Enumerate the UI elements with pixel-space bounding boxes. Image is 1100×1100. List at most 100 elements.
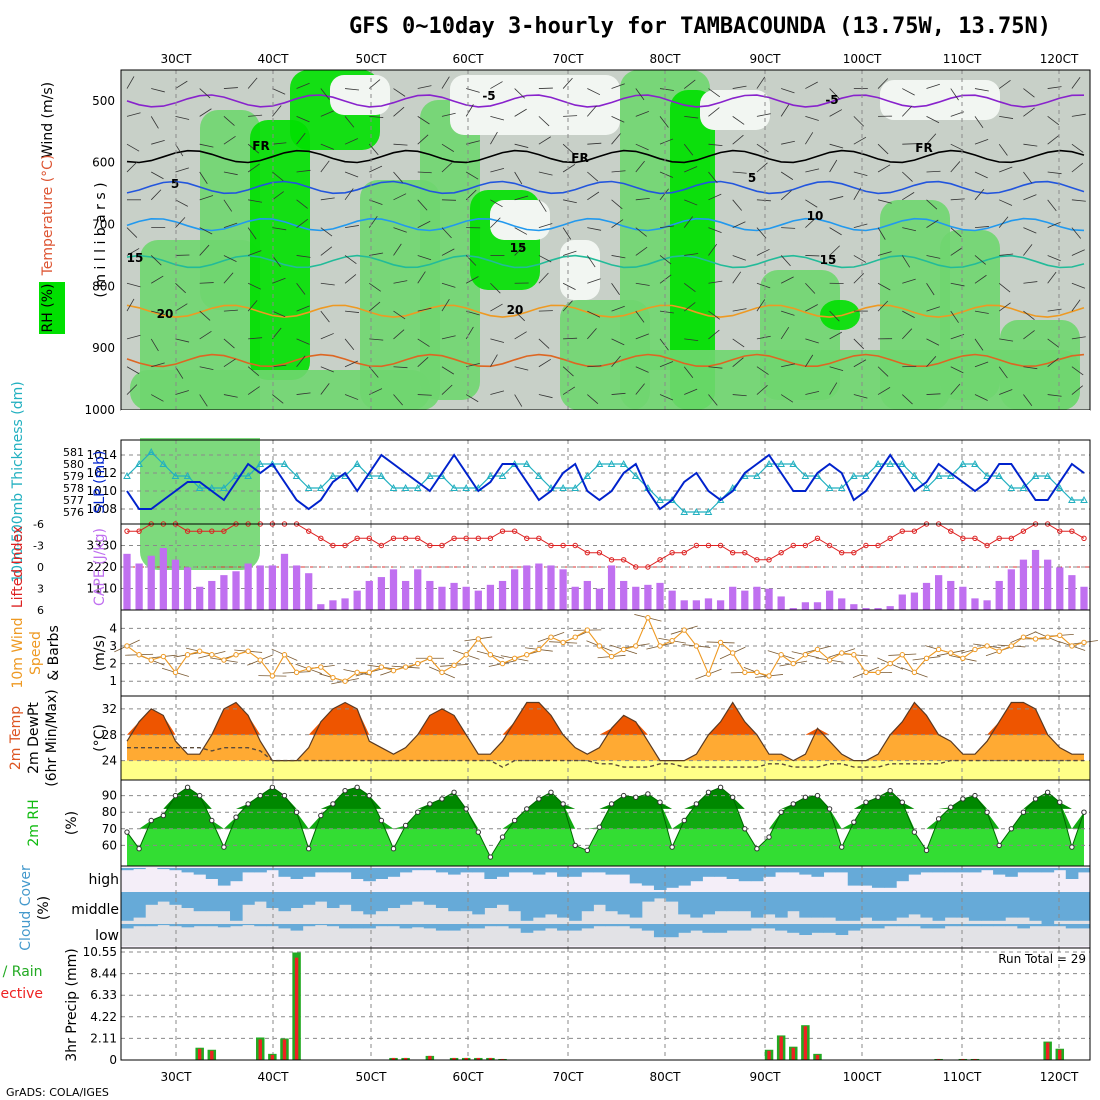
li-tick-label: 0 [37, 561, 44, 574]
cloud-cell [641, 892, 655, 902]
li-point [645, 564, 651, 570]
rh2m-point [402, 822, 409, 829]
wind-barb [611, 116, 625, 123]
cloud-cell [884, 892, 897, 921]
cape-bar [680, 600, 688, 610]
precip-conv-bar [791, 1047, 795, 1060]
cloud-cell [968, 892, 982, 921]
wind-barb [684, 199, 698, 206]
rh2m-point [160, 812, 167, 819]
wind-barb [417, 255, 432, 261]
li-point [1057, 528, 1063, 534]
wind-barb [684, 115, 699, 119]
wind-speed-point [330, 674, 336, 681]
wind-barb [538, 171, 553, 176]
contour-label: 15 [510, 241, 527, 255]
cape-bar [789, 608, 797, 610]
wind-barb [708, 227, 722, 234]
rh2m-point [1069, 844, 1075, 850]
wind-barb [805, 168, 820, 173]
wind-speed-point [657, 643, 663, 649]
dry-area [880, 80, 1000, 120]
wind-barb [199, 88, 211, 99]
wind-barb [1047, 271, 1057, 284]
wind-barb [926, 199, 938, 210]
li-point [887, 535, 893, 542]
thickness-point [220, 483, 228, 491]
cloud-cell [314, 892, 328, 902]
rh2m-point [899, 799, 905, 805]
cape-bar [656, 582, 664, 610]
wind-barb [465, 171, 479, 180]
li-point [766, 557, 772, 563]
cape-bar [862, 608, 870, 610]
rh2m-point [657, 799, 663, 805]
wind-barb [1023, 107, 1035, 117]
wind-barb [587, 394, 599, 405]
cloud-unit-label: (%) [36, 896, 52, 920]
wind-barb [175, 199, 189, 207]
wind-barb [223, 394, 238, 398]
wind-barb [805, 81, 818, 89]
wind-barb [417, 307, 432, 312]
x-tick-label-top: 50CT [356, 52, 388, 66]
cloud-cell [544, 892, 558, 915]
wind-barb [1071, 366, 1084, 376]
li-point [209, 528, 215, 534]
cloud-cell [823, 924, 837, 933]
wind-barb [877, 251, 892, 256]
cloud-cell [145, 924, 158, 927]
cloud-cell [387, 924, 401, 927]
wind-speed-point [1044, 634, 1051, 640]
thickness-point [959, 459, 967, 467]
li-point [754, 557, 760, 563]
pressure-tick-label: 1000 [84, 403, 115, 417]
li-point [657, 557, 663, 563]
rh2m-point [814, 792, 821, 799]
thickness-point [292, 471, 301, 479]
thickness-point [910, 471, 919, 479]
li-point [378, 542, 385, 549]
wind-barb [780, 171, 794, 180]
isotherm-line [126, 180, 1085, 195]
thickness-point [123, 471, 131, 479]
cape-bar [729, 586, 737, 610]
cloud-cell [799, 868, 812, 875]
rh2m-point [1008, 826, 1015, 832]
wind-barb [732, 85, 747, 89]
cloud-cell [435, 892, 449, 908]
wind-barb [272, 327, 282, 340]
cloud-cell [593, 868, 606, 873]
cloud-cell [242, 924, 255, 926]
wind-barb [223, 358, 236, 368]
wind-frame [120, 609, 1091, 697]
x-tick-label-top: 80CT [650, 52, 682, 66]
cloud-cell [714, 924, 728, 933]
cape-bar [753, 586, 761, 610]
wind-speed-point [536, 646, 542, 653]
cloud-cell [448, 868, 461, 875]
thickness-point [668, 495, 676, 503]
wind-barb [683, 216, 693, 228]
li-point [972, 535, 978, 542]
cloud-cell [1029, 924, 1043, 927]
x-tick-label-bottom: 60CT [453, 1070, 485, 1084]
wind-barb [490, 167, 505, 173]
cloud-cell [678, 924, 691, 933]
thickness-point [195, 483, 204, 491]
cloud-cell [557, 868, 570, 877]
chart-title: GFS 0~10day 3-hourly for TAMBACOUNDA (13… [349, 14, 1051, 39]
wind-barb [683, 143, 694, 156]
cloud-cell [641, 868, 655, 886]
precip-conv-bar [1045, 1042, 1050, 1060]
wind-speed-point [875, 669, 881, 676]
wind-barb [393, 227, 407, 233]
cape-bar [1019, 559, 1028, 610]
rh2m-point [257, 792, 263, 799]
x-tick-label-top: 40CT [258, 52, 290, 66]
cape-bar [716, 600, 725, 610]
wind-barb [417, 271, 426, 284]
wind-barb [150, 255, 162, 266]
cloud-cell [278, 868, 292, 877]
precip-conv-bar [197, 1048, 202, 1060]
